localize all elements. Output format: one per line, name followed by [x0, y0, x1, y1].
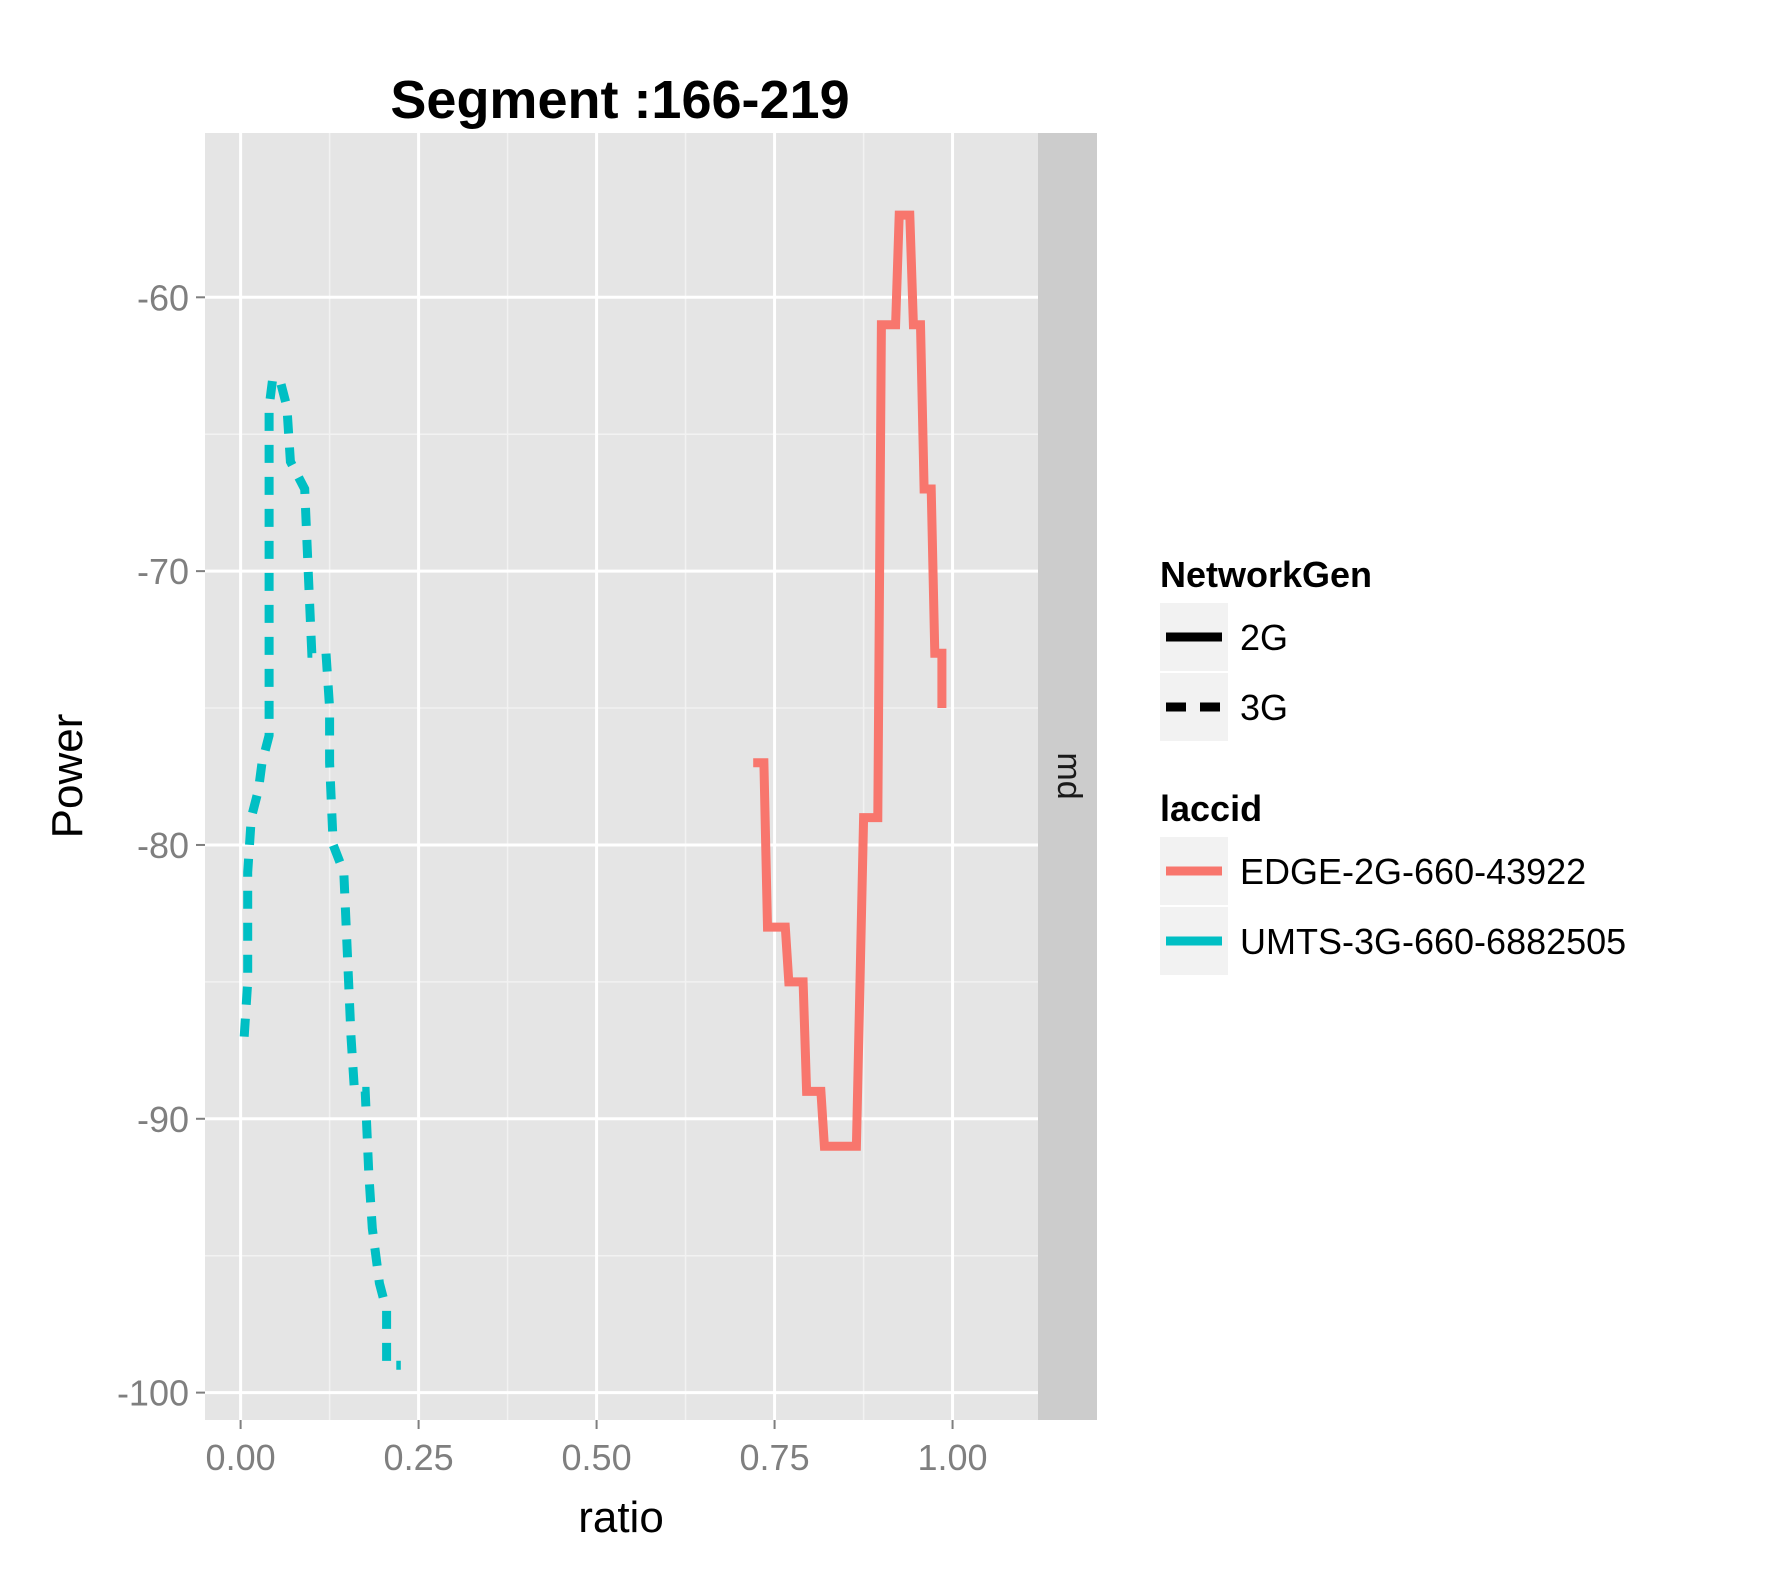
series-layer: [239, 210, 947, 1370]
facet-strip-label: md: [1050, 752, 1088, 799]
legend-title: laccid: [1160, 788, 1262, 829]
y-tick-label: -90: [137, 1099, 189, 1140]
minor-grid: [205, 133, 1038, 1420]
plot-panel: [205, 133, 1038, 1420]
legend-label: 3G: [1240, 687, 1288, 728]
y-tick-label: -80: [137, 825, 189, 866]
legend-title: NetworkGen: [1160, 554, 1372, 595]
x-axis-title: ratio: [578, 1493, 664, 1542]
x-tick-label: 1.00: [918, 1437, 988, 1478]
y-tick-label: -100: [117, 1373, 189, 1414]
y-tick-label: -60: [137, 277, 189, 318]
x-tick-label: 0.75: [740, 1437, 810, 1478]
major-grid: [205, 133, 1038, 1420]
legend-label: EDGE-2G-660-43922: [1240, 851, 1586, 892]
x-tick-label: 0.25: [384, 1437, 454, 1478]
legend: NetworkGen 2G 3G laccid EDGE-2G-660-43922 UMT…: [1160, 554, 1626, 975]
y-axis-title: Power: [43, 714, 92, 839]
legend-label: 2G: [1240, 617, 1288, 658]
series-line-umts-3g: [239, 374, 401, 1370]
facet-strip: [1038, 133, 1097, 1420]
legend-label: UMTS-3G-660-6882505: [1240, 921, 1626, 962]
y-axis-ticks: -60 -70 -80 -90 -100: [117, 277, 205, 1414]
x-tick-label: 0.50: [562, 1437, 632, 1478]
series-line-edge-2g: [753, 210, 947, 1151]
chart-title: Segment :166-219: [390, 70, 849, 130]
x-axis-ticks: 0.00 0.25 0.50 0.75 1.00: [206, 1420, 988, 1478]
x-tick-label: 0.00: [206, 1437, 276, 1478]
y-tick-label: -70: [137, 551, 189, 592]
